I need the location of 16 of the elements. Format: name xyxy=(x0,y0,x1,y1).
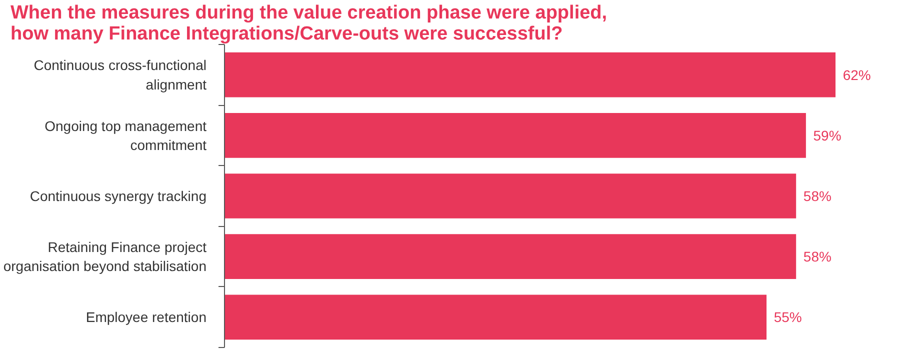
data-label: 55% xyxy=(774,309,802,326)
bar xyxy=(224,174,796,218)
data-label: 58% xyxy=(803,188,832,204)
y-tick-label: Continuous cross-functional alignment xyxy=(34,57,207,92)
y-tick-label: Continuous synergy tracking xyxy=(30,188,207,204)
bar xyxy=(224,234,796,280)
data-label: 62% xyxy=(842,66,871,83)
data-label: 59% xyxy=(813,127,842,144)
y-tick-label: Ongoing top management commitment xyxy=(44,118,207,153)
data-label: 58% xyxy=(803,248,832,265)
y-tick-label: Employee retention xyxy=(86,309,207,326)
bar xyxy=(224,52,836,98)
chart-title: When the measures during the value creation phase were applied, how many Finance Integrations/Carve-outs were successful? xyxy=(10,2,608,44)
bar xyxy=(224,112,806,158)
bar xyxy=(224,294,767,340)
y-tick-label: Retaining Finance project organisation beyond stabilisation xyxy=(3,239,207,274)
